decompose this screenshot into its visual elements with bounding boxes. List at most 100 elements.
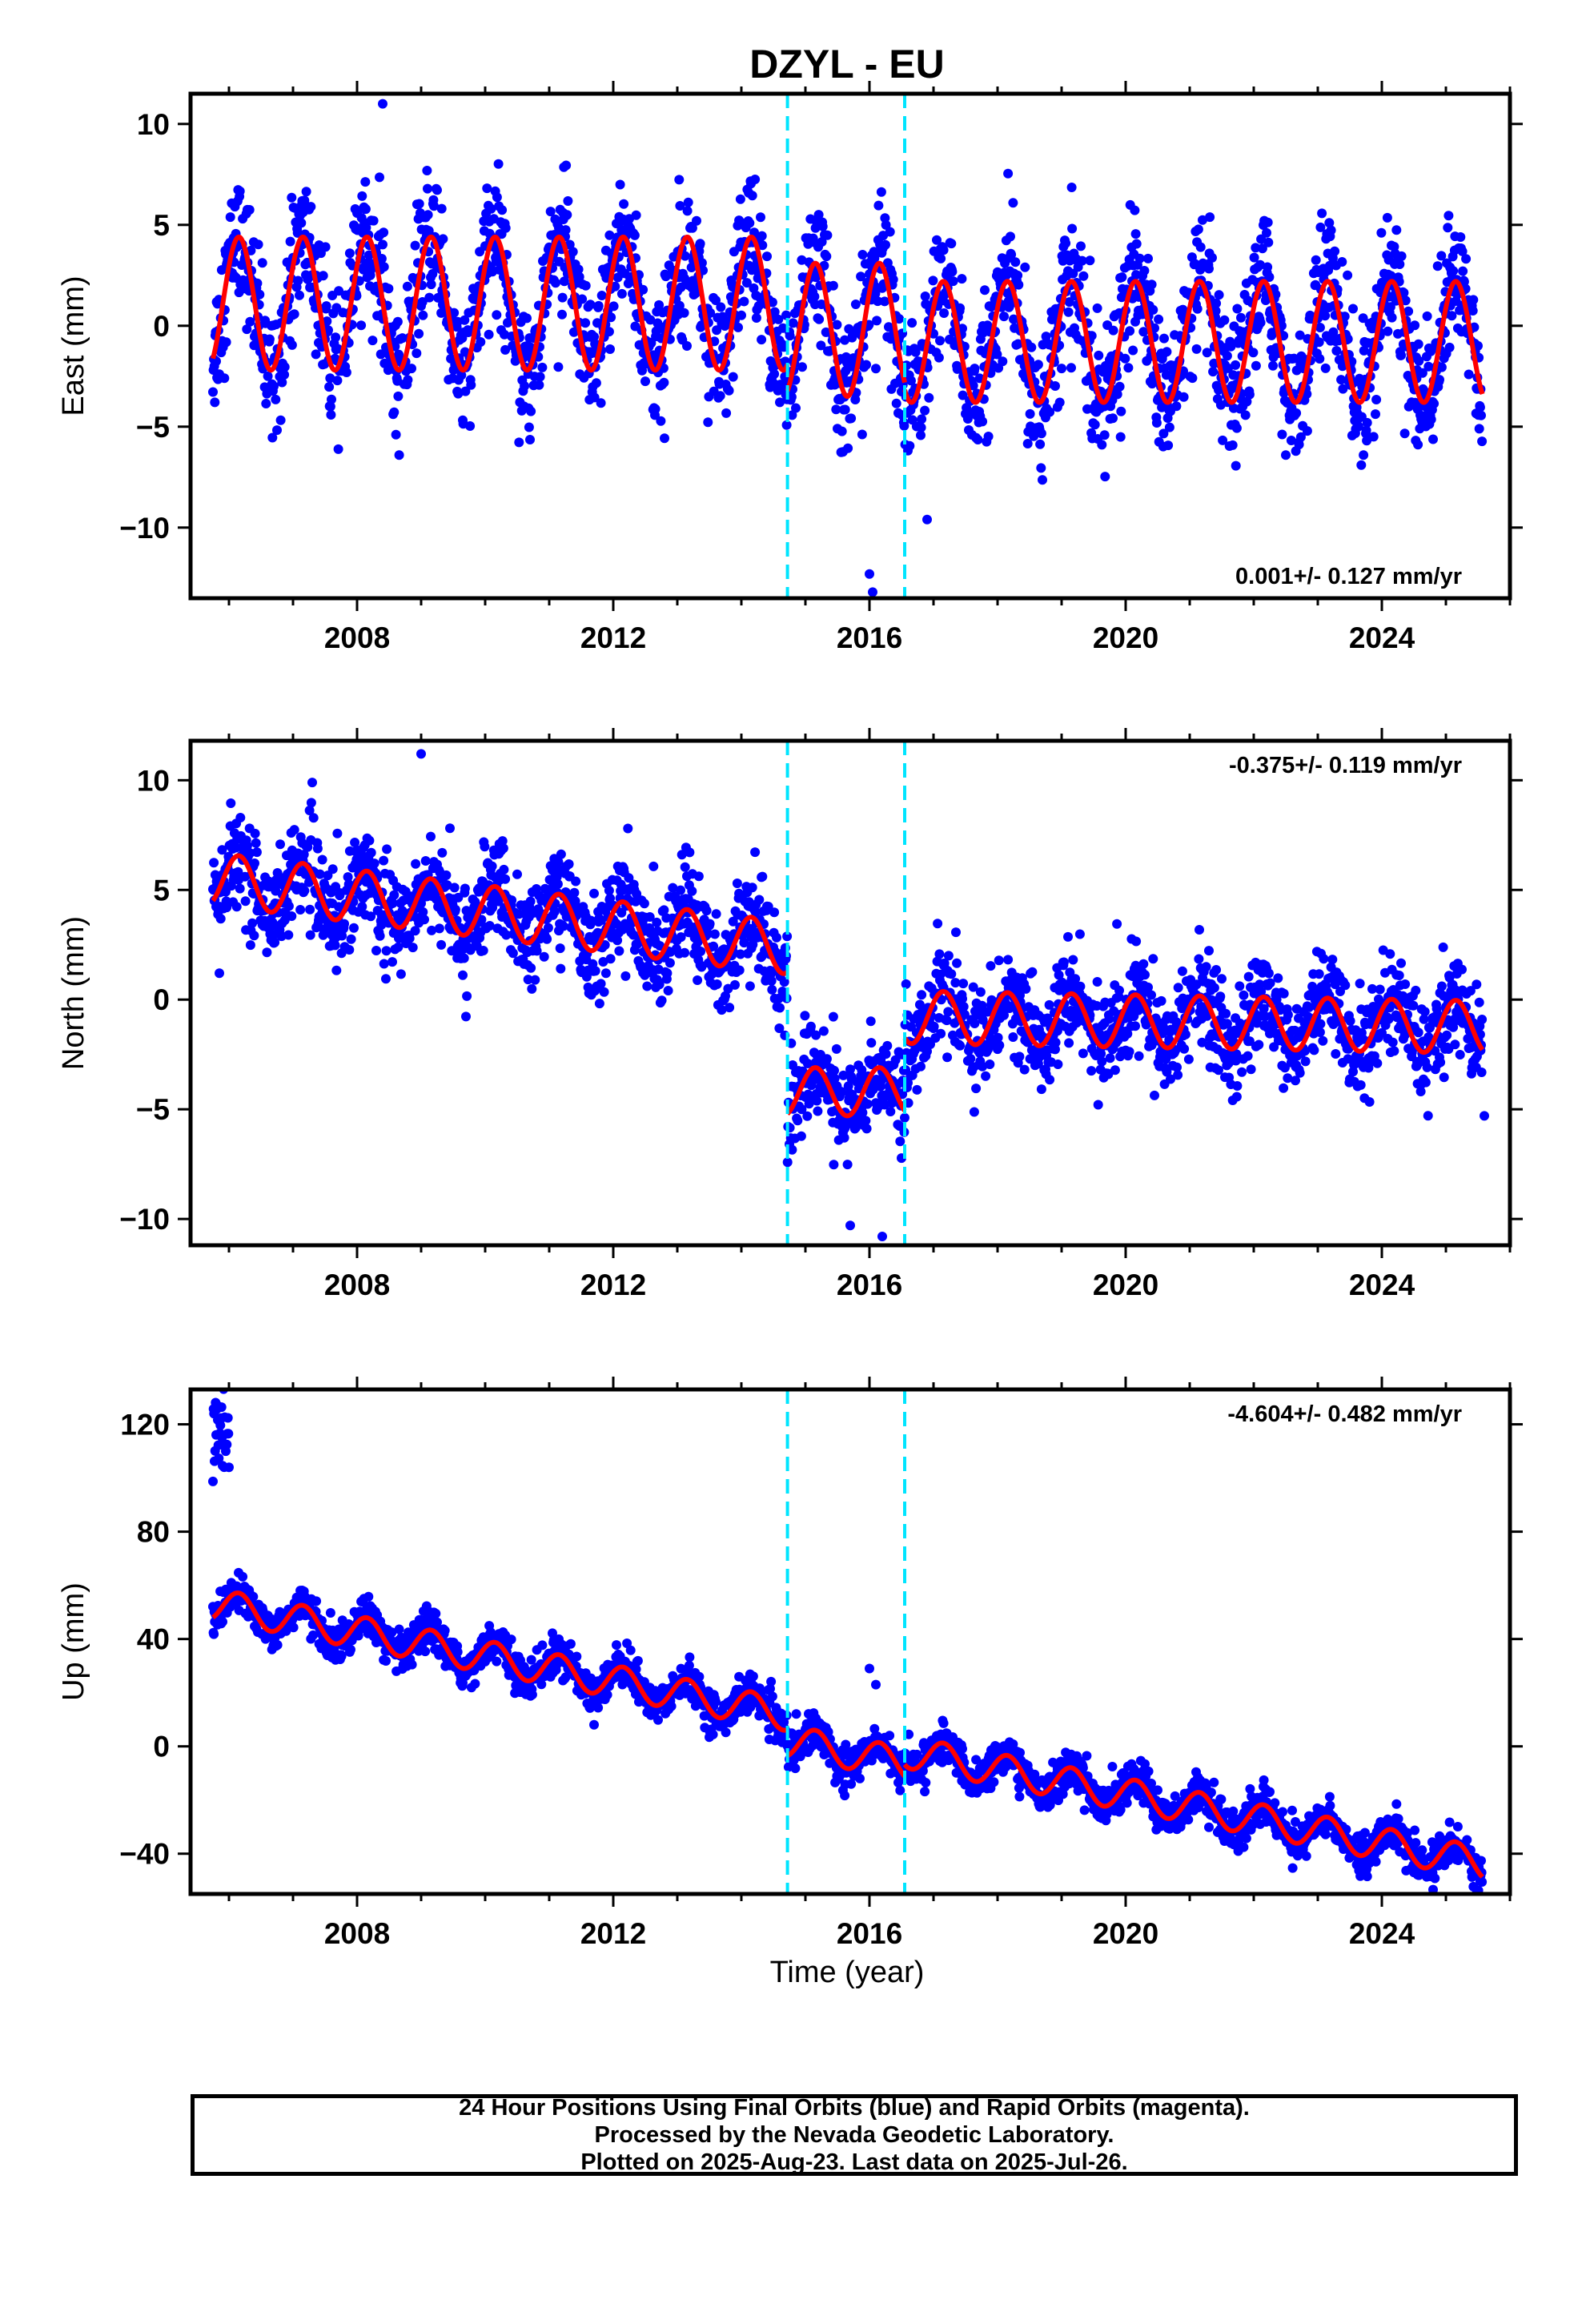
data-point bbox=[928, 275, 938, 286]
data-point bbox=[368, 215, 379, 226]
data-point bbox=[402, 281, 412, 292]
data-point bbox=[605, 344, 615, 354]
data-point bbox=[747, 191, 757, 201]
data-point bbox=[1302, 389, 1312, 399]
data-point bbox=[417, 297, 428, 307]
data-point bbox=[677, 850, 687, 860]
data-point bbox=[1331, 346, 1342, 356]
data-point bbox=[526, 406, 536, 416]
data-point bbox=[1309, 1045, 1319, 1055]
plot-area bbox=[208, 94, 1488, 598]
data-point bbox=[1123, 363, 1134, 373]
data-point bbox=[648, 861, 659, 871]
data-point bbox=[1375, 984, 1385, 995]
data-point bbox=[562, 210, 572, 220]
data-point bbox=[1419, 1014, 1429, 1024]
data-point bbox=[487, 861, 497, 871]
data-point bbox=[1263, 968, 1274, 979]
y-tick-label: −10 bbox=[119, 512, 170, 545]
data-point bbox=[299, 850, 309, 859]
data-point bbox=[829, 1073, 840, 1084]
data-point bbox=[933, 919, 943, 929]
data-point bbox=[1078, 271, 1089, 281]
data-point bbox=[733, 322, 743, 332]
y-axis-label: East (mm) bbox=[57, 275, 90, 416]
data-point bbox=[1436, 362, 1447, 372]
data-point bbox=[350, 838, 360, 847]
data-point bbox=[943, 1007, 954, 1017]
data-point bbox=[1052, 1026, 1062, 1036]
data-point bbox=[527, 983, 537, 994]
data-point bbox=[818, 1026, 829, 1036]
data-point bbox=[563, 196, 573, 206]
data-point bbox=[693, 975, 703, 985]
data-point bbox=[486, 203, 496, 214]
data-point bbox=[344, 248, 355, 259]
data-point bbox=[460, 883, 470, 894]
data-point bbox=[1008, 1032, 1018, 1042]
y-tick-label: 0 bbox=[153, 310, 170, 343]
data-point bbox=[612, 935, 623, 946]
data-point bbox=[955, 303, 966, 313]
data-point bbox=[693, 871, 704, 882]
data-point bbox=[250, 828, 260, 838]
data-point bbox=[532, 946, 542, 956]
data-point bbox=[524, 422, 534, 432]
data-point bbox=[680, 862, 690, 872]
data-point bbox=[821, 1054, 832, 1064]
outlier-point bbox=[877, 1232, 887, 1241]
fit-line bbox=[211, 853, 789, 976]
data-point bbox=[1204, 946, 1214, 956]
data-point bbox=[1179, 1043, 1190, 1054]
data-point bbox=[1115, 432, 1126, 442]
data-point bbox=[1063, 931, 1073, 942]
data-point bbox=[1477, 1015, 1488, 1024]
data-point bbox=[1465, 986, 1476, 996]
data-point bbox=[838, 1070, 849, 1080]
data-point bbox=[916, 1061, 926, 1072]
data-point bbox=[364, 835, 375, 846]
data-point bbox=[912, 1084, 922, 1095]
data-point bbox=[1420, 1077, 1431, 1088]
data-point bbox=[1172, 1062, 1182, 1072]
figure-title: DZYL - EU bbox=[749, 42, 945, 86]
data-point bbox=[580, 280, 591, 291]
data-point bbox=[426, 831, 436, 842]
data-point bbox=[225, 212, 235, 223]
data-point bbox=[500, 329, 509, 340]
data-point bbox=[426, 279, 436, 290]
data-point bbox=[786, 392, 797, 402]
data-point bbox=[312, 843, 323, 854]
data-point bbox=[561, 160, 572, 171]
data-point bbox=[1410, 320, 1420, 331]
data-point bbox=[1077, 255, 1087, 266]
data-point bbox=[392, 316, 403, 327]
data-point bbox=[1010, 257, 1021, 267]
data-point bbox=[1198, 215, 1207, 225]
data-point bbox=[676, 932, 686, 943]
data-point bbox=[1300, 1056, 1311, 1067]
data-point bbox=[793, 1116, 803, 1126]
data-point bbox=[1268, 360, 1278, 371]
data-point bbox=[1036, 1084, 1046, 1095]
data-point bbox=[703, 417, 713, 428]
data-point bbox=[866, 1038, 877, 1048]
data-point bbox=[283, 930, 294, 940]
data-point bbox=[606, 312, 616, 323]
data-point bbox=[656, 995, 667, 1006]
data-point bbox=[460, 315, 470, 325]
data-point bbox=[1075, 981, 1086, 991]
data-point bbox=[709, 929, 720, 939]
data-point bbox=[728, 372, 738, 382]
data-point bbox=[1092, 303, 1102, 313]
data-point bbox=[476, 915, 487, 925]
data-point bbox=[717, 1005, 727, 1015]
data-point bbox=[1116, 406, 1126, 416]
data-point bbox=[484, 329, 494, 340]
data-point bbox=[1173, 1070, 1183, 1080]
data-point bbox=[1361, 425, 1371, 436]
data-point bbox=[1450, 1039, 1460, 1050]
data-point bbox=[716, 302, 726, 312]
data-point bbox=[781, 310, 791, 320]
data-point bbox=[411, 858, 421, 869]
